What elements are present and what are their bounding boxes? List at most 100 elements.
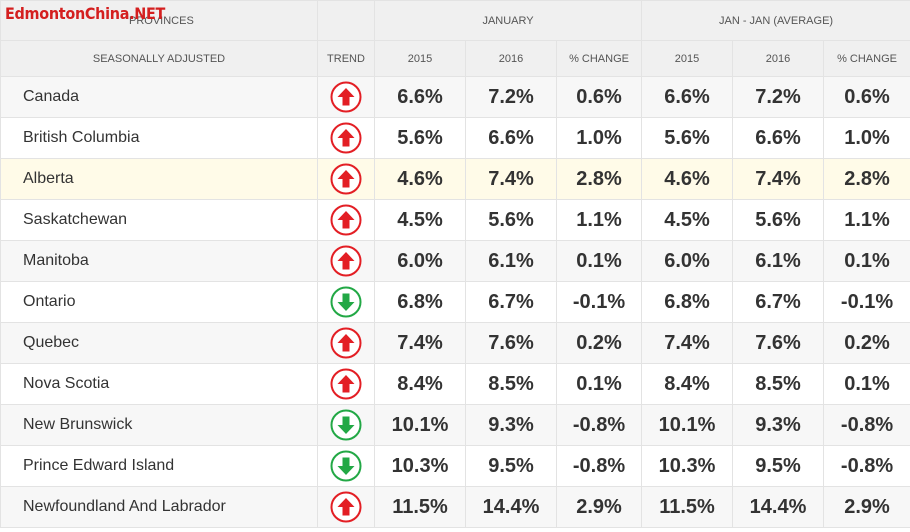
value-avg-2015: 6.0%	[641, 240, 734, 282]
value-avg-2015: 5.6%	[641, 117, 734, 159]
province-name: Nova Scotia	[0, 363, 318, 405]
value-jan-change: -0.8%	[555, 445, 643, 487]
value-avg-2015: 4.5%	[641, 199, 734, 241]
value-avg-2015: 8.4%	[641, 363, 734, 405]
value-jan-2015: 8.4%	[374, 363, 466, 405]
value-jan-2016: 9.3%	[465, 404, 557, 446]
province-name: Alberta	[0, 158, 318, 200]
value-jan-2016: 14.4%	[465, 486, 557, 528]
value-avg-change: -0.1%	[823, 281, 910, 323]
table-body: Canada 6.6% 7.2% 0.6% 6.6% 7.2% 0.6% British Co…	[0, 76, 910, 528]
trend-up-arrow-icon	[330, 81, 362, 113]
value-avg-change: 1.1%	[823, 199, 910, 241]
table-row: New Brunswick 10.1% 9.3% -0.8% 10.1% 9.3% -0.8…	[0, 404, 910, 446]
value-avg-2015: 7.4%	[641, 322, 734, 364]
header-jan-2016: 2016	[465, 40, 557, 77]
value-jan-2015: 6.0%	[374, 240, 466, 282]
value-avg-2015: 6.8%	[641, 281, 734, 323]
table-row: Quebec 7.4% 7.6% 0.2% 7.4% 7.6% 0.2%	[0, 322, 910, 364]
province-name: Saskatchewan	[0, 199, 318, 241]
value-jan-2016: 8.5%	[465, 363, 557, 405]
watermark-logo: EdmontonChina.NET	[5, 4, 166, 23]
trend-up-arrow-icon	[330, 491, 362, 523]
header-avg-2015: 2015	[641, 40, 734, 77]
table-row: Ontario 6.8% 6.7% -0.1% 6.8% 6.7% -0.1%	[0, 281, 910, 323]
trend-cell	[317, 486, 375, 528]
value-jan-2016: 7.4%	[465, 158, 557, 200]
trend-cell	[317, 445, 375, 487]
header-january: JANUARY	[373, 0, 643, 41]
value-avg-2016: 9.5%	[732, 445, 825, 487]
value-avg-2016: 5.6%	[732, 199, 825, 241]
value-jan-change: 2.9%	[555, 486, 643, 528]
value-avg-change: 1.0%	[823, 117, 910, 159]
value-avg-change: 0.1%	[823, 363, 910, 405]
header-avg-2016: 2016	[732, 40, 825, 77]
header-row-columns: SEASONALLY ADJUSTED TREND 2015 2016 % CH…	[0, 40, 910, 77]
province-name: Manitoba	[0, 240, 318, 282]
trend-up-arrow-icon	[330, 204, 362, 236]
value-jan-2015: 5.6%	[374, 117, 466, 159]
value-jan-2016: 7.2%	[465, 76, 557, 118]
trend-up-arrow-icon	[330, 327, 362, 359]
trend-cell	[317, 281, 375, 323]
value-jan-change: 0.1%	[555, 240, 643, 282]
table-row: British Columbia 5.6% 6.6% 1.0% 5.6% 6.6% 1.0%	[0, 117, 910, 159]
value-avg-2016: 7.4%	[732, 158, 825, 200]
value-avg-2016: 14.4%	[732, 486, 825, 528]
value-avg-2016: 6.1%	[732, 240, 825, 282]
trend-up-arrow-icon	[330, 245, 362, 277]
value-jan-2016: 7.6%	[465, 322, 557, 364]
value-jan-change: 0.2%	[555, 322, 643, 364]
value-jan-change: 0.1%	[555, 363, 643, 405]
province-name: Canada	[0, 76, 318, 118]
value-jan-2016: 6.7%	[465, 281, 557, 323]
value-jan-2016: 6.1%	[465, 240, 557, 282]
value-jan-2015: 4.6%	[374, 158, 466, 200]
trend-down-arrow-icon	[330, 409, 362, 441]
trend-cell	[317, 117, 375, 159]
value-avg-change: 2.8%	[823, 158, 910, 200]
value-avg-2016: 6.6%	[732, 117, 825, 159]
value-avg-2015: 4.6%	[641, 158, 734, 200]
trend-cell	[317, 240, 375, 282]
trend-cell	[317, 404, 375, 446]
header-seasonally-adjusted: SEASONALLY ADJUSTED	[0, 40, 318, 77]
value-avg-2015: 11.5%	[641, 486, 734, 528]
value-avg-2016: 7.6%	[732, 322, 825, 364]
header-jan-2015: 2015	[374, 40, 466, 77]
value-avg-2015: 6.6%	[641, 76, 734, 118]
table-row: Nova Scotia 8.4% 8.5% 0.1% 8.4% 8.5% 0.1%	[0, 363, 910, 405]
value-avg-change: 0.2%	[823, 322, 910, 364]
trend-up-arrow-icon	[330, 163, 362, 195]
value-avg-change: 2.9%	[823, 486, 910, 528]
trend-cell	[317, 199, 375, 241]
value-jan-2016: 5.6%	[465, 199, 557, 241]
value-jan-change: -0.8%	[555, 404, 643, 446]
value-avg-change: -0.8%	[823, 404, 910, 446]
trend-up-arrow-icon	[330, 368, 362, 400]
value-avg-2016: 6.7%	[732, 281, 825, 323]
value-avg-2016: 9.3%	[732, 404, 825, 446]
value-jan-change: -0.1%	[555, 281, 643, 323]
value-jan-change: 0.6%	[555, 76, 643, 118]
table-row: Manitoba 6.0% 6.1% 0.1% 6.0% 6.1% 0.1%	[0, 240, 910, 282]
value-avg-2015: 10.3%	[641, 445, 734, 487]
trend-cell	[317, 363, 375, 405]
value-jan-change: 2.8%	[555, 158, 643, 200]
value-avg-change: 0.1%	[823, 240, 910, 282]
value-jan-2015: 6.6%	[374, 76, 466, 118]
trend-cell	[317, 158, 375, 200]
header-jan-average: JAN - JAN (AVERAGE)	[641, 0, 910, 41]
value-jan-2015: 10.1%	[374, 404, 466, 446]
table-row: Prince Edward Island 10.3% 9.5% -0.8% 10.3% 9…	[0, 445, 910, 487]
value-jan-change: 1.1%	[555, 199, 643, 241]
header-provinces: PROVINCES	[0, 0, 318, 41]
value-avg-2015: 10.1%	[641, 404, 734, 446]
value-avg-2016: 7.2%	[732, 76, 825, 118]
table-row: Canada 6.6% 7.2% 0.6% 6.6% 7.2% 0.6%	[0, 76, 910, 118]
trend-up-arrow-icon	[330, 122, 362, 154]
province-name: Ontario	[0, 281, 318, 323]
value-avg-change: -0.8%	[823, 445, 910, 487]
